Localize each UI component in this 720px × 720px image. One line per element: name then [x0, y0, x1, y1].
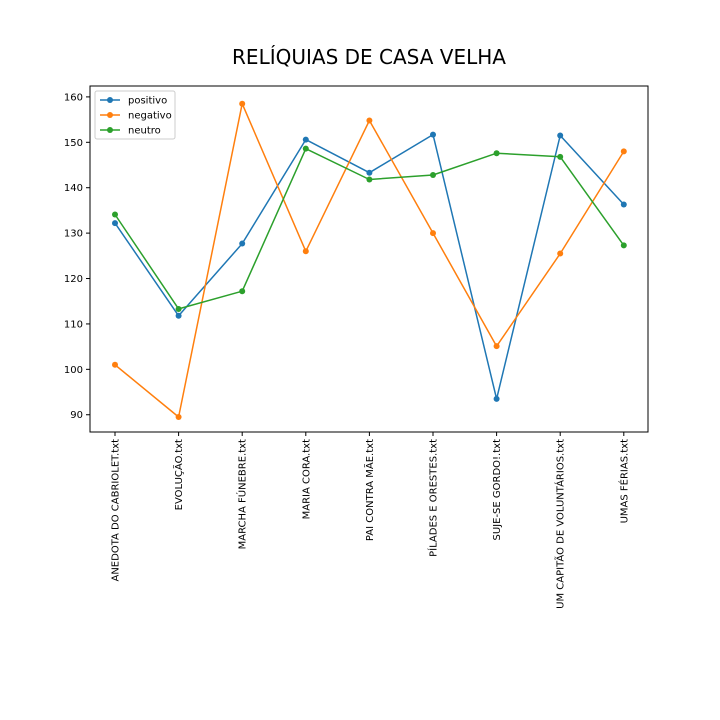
x-axis: ANEDOTA DO CABRIOLET.txt EVOLUÇÃO.txt MARC…	[111, 432, 630, 609]
data-point-positivo	[175, 312, 182, 319]
x-tick-label: ANEDOTA DO CABRIOLET.txt	[111, 439, 122, 582]
data-point-neutro	[493, 150, 500, 157]
legend-marker-neutro	[107, 127, 113, 133]
series-negativo	[112, 100, 627, 421]
data-point-negativo	[112, 361, 118, 368]
data-point-positivo	[557, 132, 564, 139]
legend-label-positivo: positivo	[128, 96, 167, 107]
data-point-negativo	[430, 230, 436, 237]
y-tick-label: 130	[64, 229, 83, 240]
legend: positivo negativo neutro	[94, 90, 176, 140]
data-point-positivo	[430, 131, 436, 138]
data-point-negativo	[175, 414, 182, 421]
data-point-neutro	[302, 145, 309, 152]
data-point-positivo	[366, 169, 373, 176]
legend-marker-positivo	[107, 97, 113, 103]
legend-marker-negativo	[107, 112, 113, 118]
data-point-neutro	[557, 153, 564, 160]
y-tick-label: 140	[64, 183, 83, 194]
y-tick-label: 150	[64, 138, 83, 149]
x-tick-label: MARCHA FÚNEBRE.txt	[236, 439, 249, 549]
x-tick-label: UMAS FÉRIAS.txt	[617, 439, 630, 523]
x-tick-label: SUJE-SE GORDO!.txt	[492, 439, 503, 541]
legend-label-negativo: negativo	[128, 111, 172, 122]
data-point-neutro	[175, 305, 182, 312]
data-point-positivo	[239, 240, 246, 247]
y-tick-label: 160	[64, 92, 83, 103]
x-tick-label: MARIA CORA.txt	[301, 439, 312, 519]
legend-box	[94, 90, 176, 140]
data-point-negativo	[493, 343, 500, 350]
data-point-negativo	[366, 117, 373, 124]
chart-title: RELÍQUIAS DE CASA VELHA	[232, 45, 506, 69]
data-point-positivo	[620, 201, 627, 208]
series-layer	[112, 100, 627, 421]
data-point-negativo	[239, 100, 246, 107]
x-tick-label: EVOLUÇÃO.txt	[172, 439, 185, 510]
data-point-positivo	[493, 395, 500, 402]
data-point-negativo	[557, 250, 564, 257]
y-axis: 90 100 110 120 130 140 150 160	[64, 92, 90, 421]
data-point-neutro	[112, 211, 118, 218]
x-tick-label: PAI CONTRA MÃE.txt	[363, 439, 376, 541]
data-point-neutro	[366, 176, 373, 183]
x-tick-label: PÍLADES E ORESTES.txt	[427, 439, 440, 557]
data-point-negativo	[620, 148, 627, 155]
data-point-neutro	[430, 171, 436, 178]
y-tick-label: 110	[64, 319, 83, 330]
series-neutro	[112, 145, 627, 312]
series-positivo	[112, 131, 627, 402]
data-point-neutro	[239, 288, 246, 295]
data-point-positivo	[112, 220, 118, 227]
data-point-negativo	[302, 248, 309, 255]
legend-label-neutro: neutro	[128, 126, 161, 137]
x-tick-label: UM CAPITÃO DE VOLUNTÁRIOS.txt	[554, 439, 567, 609]
y-tick-label: 120	[64, 274, 83, 285]
data-point-neutro	[620, 242, 627, 249]
data-point-positivo	[302, 136, 309, 143]
plot-area	[89, 85, 649, 433]
y-tick-label: 90	[70, 410, 83, 421]
y-tick-label: 100	[64, 365, 83, 376]
